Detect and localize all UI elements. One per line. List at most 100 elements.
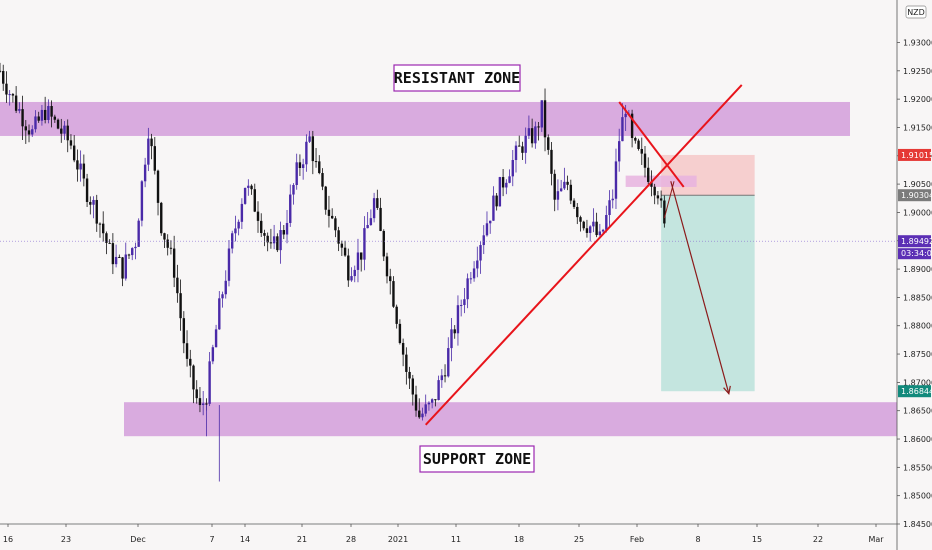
- candle-body: [327, 209, 331, 216]
- candle-body: [189, 358, 192, 366]
- candle-body: [289, 194, 292, 223]
- candle-body: [31, 129, 34, 135]
- candle-body: [508, 176, 511, 183]
- projection-arrow[interactable]: [670, 181, 730, 394]
- candle-body: [582, 221, 585, 229]
- candle-body: [643, 153, 647, 168]
- candle-body: [518, 145, 521, 147]
- candle-body: [166, 239, 169, 248]
- candle-body: [256, 211, 260, 221]
- candle-body: [318, 161, 321, 174]
- candle-body: [211, 347, 215, 362]
- candle-body: [37, 116, 40, 121]
- price-tick-label: 1.84500: [903, 520, 932, 529]
- candles-layer: [0, 62, 666, 482]
- candle-body: [198, 398, 202, 406]
- candle-body: [66, 125, 69, 141]
- candle-body: [295, 162, 298, 186]
- candle-body: [569, 184, 573, 201]
- zones-layer: [0, 101, 897, 437]
- candle-body: [547, 137, 550, 150]
- time-axis[interactable]: 16 23 Dec 7 14 21 28 2021 11 18 25 Feb 8 15 22 Mar: [0, 523, 897, 544]
- candle-body: [421, 413, 424, 418]
- candle-body: [247, 185, 250, 188]
- candle-body: [443, 375, 447, 377]
- entry-price-tag[interactable]: 1.90304: [898, 189, 932, 202]
- take-profit-area[interactable]: [661, 195, 755, 392]
- candle-body: [453, 329, 456, 334]
- candle-body: [185, 343, 189, 359]
- candle-body: [663, 200, 666, 224]
- candle-body: [5, 83, 8, 95]
- label-box: [393, 64, 521, 92]
- candle-body: [595, 221, 598, 236]
- candle-body: [343, 247, 347, 256]
- currency-badge[interactable]: NZD: [905, 5, 927, 19]
- time-tick-label: 28: [346, 535, 356, 544]
- stop-loss-price-tag[interactable]: 1.91015: [898, 148, 932, 161]
- candle-body: [250, 185, 253, 190]
- price-tick-label: 1.87000: [903, 378, 932, 387]
- candle-body: [285, 222, 289, 235]
- breakout-box[interactable]: [625, 175, 697, 187]
- candle-body: [479, 245, 482, 261]
- time-tick-label: Feb: [630, 535, 644, 544]
- support-zone-label[interactable]: SUPPORT ZONE: [419, 445, 535, 473]
- candle-body: [8, 94, 11, 96]
- candle-body: [14, 95, 18, 111]
- descending-trendline[interactable]: [618, 101, 685, 188]
- candle-body: [137, 220, 140, 247]
- candle-body: [276, 236, 279, 251]
- candle-body: [160, 202, 163, 234]
- candle-body: [179, 293, 182, 319]
- time-tick-label: 21: [297, 535, 307, 544]
- current-price-tag[interactable]: 1.89492: [898, 235, 932, 248]
- candle-body: [221, 294, 224, 299]
- price-tag-box: [898, 235, 931, 248]
- time-tick-label: 18: [514, 535, 524, 544]
- candle-body: [472, 268, 476, 279]
- ascending-trendline[interactable]: [424, 84, 743, 426]
- resistant-zone-label[interactable]: RESISTANT ZONE: [393, 64, 521, 92]
- resistant-zone[interactable]: [0, 101, 850, 136]
- candle-body: [640, 148, 643, 154]
- price-axis[interactable]: 1.930001.925001.920001.915001.910001.905…: [896, 0, 932, 550]
- candle-body: [653, 186, 656, 196]
- candle-body: [308, 136, 311, 142]
- price-tick-label: 1.85000: [903, 492, 932, 501]
- candle-body: [40, 109, 44, 121]
- candle-body: [334, 218, 337, 231]
- time-tick-label: Dec: [130, 535, 145, 544]
- candle-body: [624, 113, 627, 118]
- candle-body: [153, 146, 156, 171]
- candle-body: [237, 221, 240, 229]
- candle-body: [227, 248, 231, 281]
- candle-body: [418, 410, 421, 418]
- candle-body: [43, 109, 47, 120]
- candle-body: [272, 236, 276, 244]
- candle-body: [134, 246, 137, 249]
- candle-body: [279, 230, 282, 251]
- candle-body: [24, 126, 27, 131]
- stop-loss-area[interactable]: [661, 154, 755, 196]
- candle-body: [79, 163, 82, 170]
- candle-body: [389, 276, 392, 282]
- time-tick-label: 22: [813, 535, 823, 544]
- position-layer: [625, 154, 755, 392]
- candle-body: [95, 199, 98, 224]
- time-tick-label: 2021: [388, 535, 408, 544]
- candle-body: [395, 306, 398, 324]
- candle-body: [263, 233, 266, 236]
- price-tick-label: 1.87500: [903, 350, 932, 359]
- candle-body: [437, 380, 440, 401]
- take-profit-price-tag[interactable]: 1.86844: [898, 385, 932, 398]
- candle-body: [550, 149, 553, 174]
- candle-body: [147, 138, 150, 165]
- candle-body: [192, 365, 195, 390]
- price-axis-background: [897, 0, 932, 550]
- candle-body: [337, 230, 340, 244]
- candle-body: [434, 399, 437, 401]
- support-zone[interactable]: [124, 402, 897, 437]
